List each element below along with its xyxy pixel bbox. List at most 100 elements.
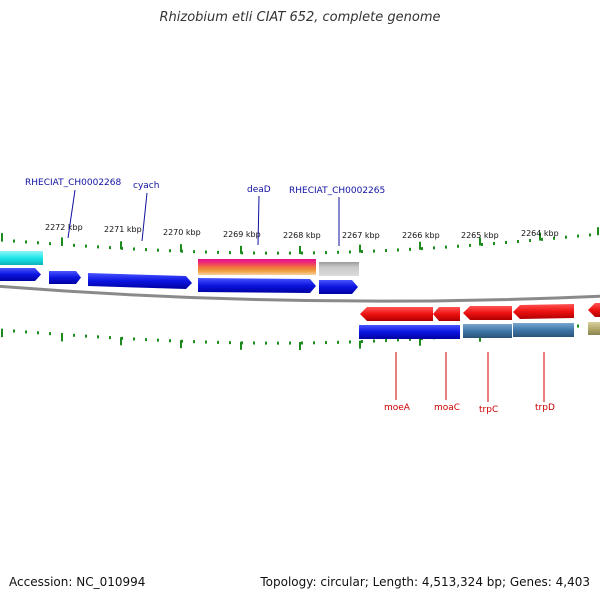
scale-tick-major xyxy=(120,337,122,346)
scale-tick-major xyxy=(359,340,361,349)
scale-tick-minor xyxy=(373,339,375,343)
gene-label-rheciat-ch0002265[interactable]: RHECIAT_CH0002265 xyxy=(289,186,385,196)
scale-tick-major xyxy=(479,237,481,246)
scale-tick-minor xyxy=(289,341,291,345)
forward-strand-features xyxy=(0,251,359,294)
scale-label: 2269 kbp xyxy=(223,230,261,239)
scale-label: 2268 kbp xyxy=(283,231,321,240)
scale-tick-minor xyxy=(541,237,543,241)
gene-feature-cyan[interactable] xyxy=(0,251,43,265)
gene-label-trpd[interactable]: trpD xyxy=(535,403,555,413)
gene-feature-khaki[interactable] xyxy=(588,322,600,335)
scale-tick-major xyxy=(359,244,361,253)
scale-tick-minor xyxy=(85,244,87,248)
scale-tick-minor xyxy=(277,251,279,255)
scale-tick-minor xyxy=(49,242,51,246)
gene-arrow-forward[interactable] xyxy=(49,271,81,284)
scale-tick-minor xyxy=(37,241,39,245)
scale-tick-minor xyxy=(397,338,399,342)
scale-tick-minor xyxy=(493,241,495,245)
gene-arrow-forward[interactable] xyxy=(88,273,192,289)
gene-arrow-forward[interactable] xyxy=(198,278,316,293)
scale-tick-minor xyxy=(133,247,135,251)
gene-arrow-forward[interactable] xyxy=(319,280,358,294)
scale-tick-minor xyxy=(265,341,267,345)
scale-label: 2272 kbp xyxy=(45,223,83,232)
scale-tick-minor xyxy=(577,324,579,328)
scale-tick-minor xyxy=(565,235,567,239)
scale-tick-minor xyxy=(385,249,387,253)
scale-label: 2271 kbp xyxy=(104,225,142,234)
scale-tick-major xyxy=(240,341,242,350)
gene-feature-blue[interactable] xyxy=(359,325,460,339)
scale-tick-minor xyxy=(109,246,111,250)
scale-tick-minor xyxy=(109,336,111,340)
scale-tick-minor xyxy=(37,331,39,335)
gene-arrow-reverse[interactable] xyxy=(588,303,600,317)
scale-label: 2270 kbp xyxy=(163,228,201,237)
gene-arrow-reverse[interactable] xyxy=(433,307,460,321)
gene-arrow-reverse[interactable] xyxy=(463,306,512,320)
scale-label: 2264 kbp xyxy=(521,229,559,238)
gene-label-cyach[interactable]: cyach xyxy=(133,181,159,191)
scale-tick-major xyxy=(61,237,63,246)
reverse-strand-features xyxy=(359,303,600,339)
bottom-label-leaders xyxy=(395,352,545,402)
scale-tick-minor xyxy=(229,251,231,255)
scale-tick-minor xyxy=(25,240,27,244)
scale-tick-minor xyxy=(301,341,303,345)
scale-tick-minor xyxy=(373,249,375,253)
scale-tick-major xyxy=(180,340,182,349)
scale-tick-minor xyxy=(133,337,135,341)
scale-tick-minor xyxy=(169,339,171,343)
gene-label-dead[interactable]: deaD xyxy=(247,185,271,195)
scale-tick-minor xyxy=(97,245,99,249)
gene-feature-steel[interactable] xyxy=(463,324,512,338)
scale-tick-minor xyxy=(529,238,531,242)
gene-feature-grey[interactable] xyxy=(319,262,359,276)
scale-label: 2266 kbp xyxy=(402,231,440,240)
scale-tick-minor xyxy=(505,241,507,245)
scale-tick-minor xyxy=(337,250,339,254)
scale-tick-minor xyxy=(157,248,159,252)
gene-arrow-forward[interactable] xyxy=(0,268,41,281)
scale-tick-minor xyxy=(25,330,27,334)
gene-feature-rainbow[interactable] xyxy=(198,259,316,275)
gene-label-moac[interactable]: moaC xyxy=(434,403,460,413)
scale-tick-minor xyxy=(325,341,327,345)
top-label-leaders xyxy=(67,189,340,246)
scale-tick-minor xyxy=(337,340,339,344)
scale-tick-major xyxy=(120,241,122,250)
gene-label-rheciat-ch0002268[interactable]: RHECIAT_CH0002268 xyxy=(25,178,122,188)
scale-tick-minor xyxy=(265,251,267,255)
scale-ticks-top xyxy=(1,227,599,255)
scale-tick-major xyxy=(419,337,421,346)
scale-tick-minor xyxy=(349,250,351,254)
genome-backbone xyxy=(0,284,600,303)
gene-label-moea[interactable]: moeA xyxy=(384,403,411,413)
scale-tick-minor xyxy=(277,341,279,345)
scale-tick-minor xyxy=(205,250,207,254)
scale-tick-minor xyxy=(49,332,51,336)
scale-tick-minor xyxy=(433,246,435,250)
gene-arrow-reverse[interactable] xyxy=(513,304,574,319)
scale-tick-major xyxy=(1,329,3,338)
scale-tick-minor xyxy=(13,239,15,243)
scale-labels: 2272 kbp 2271 kbp 2270 kbp 2269 kbp 2268… xyxy=(45,223,559,240)
scale-tick-minor xyxy=(553,236,555,240)
topology-text: Topology: circular; Length: 4,513,324 bp… xyxy=(260,575,590,589)
scale-tick-minor xyxy=(301,251,303,255)
gene-label-trpc[interactable]: trpC xyxy=(479,405,498,415)
scale-tick-minor xyxy=(577,234,579,238)
scale-tick-minor xyxy=(313,251,315,255)
scale-tick-minor xyxy=(73,333,75,337)
scale-tick-minor xyxy=(313,341,315,345)
scale-tick-minor xyxy=(445,245,447,249)
gene-arrow-reverse[interactable] xyxy=(360,307,433,321)
scale-tick-minor xyxy=(481,242,483,246)
scale-tick-major xyxy=(1,233,3,242)
gene-feature-steel[interactable] xyxy=(513,323,574,337)
scale-tick-minor xyxy=(85,334,87,338)
scale-tick-minor xyxy=(589,233,591,237)
